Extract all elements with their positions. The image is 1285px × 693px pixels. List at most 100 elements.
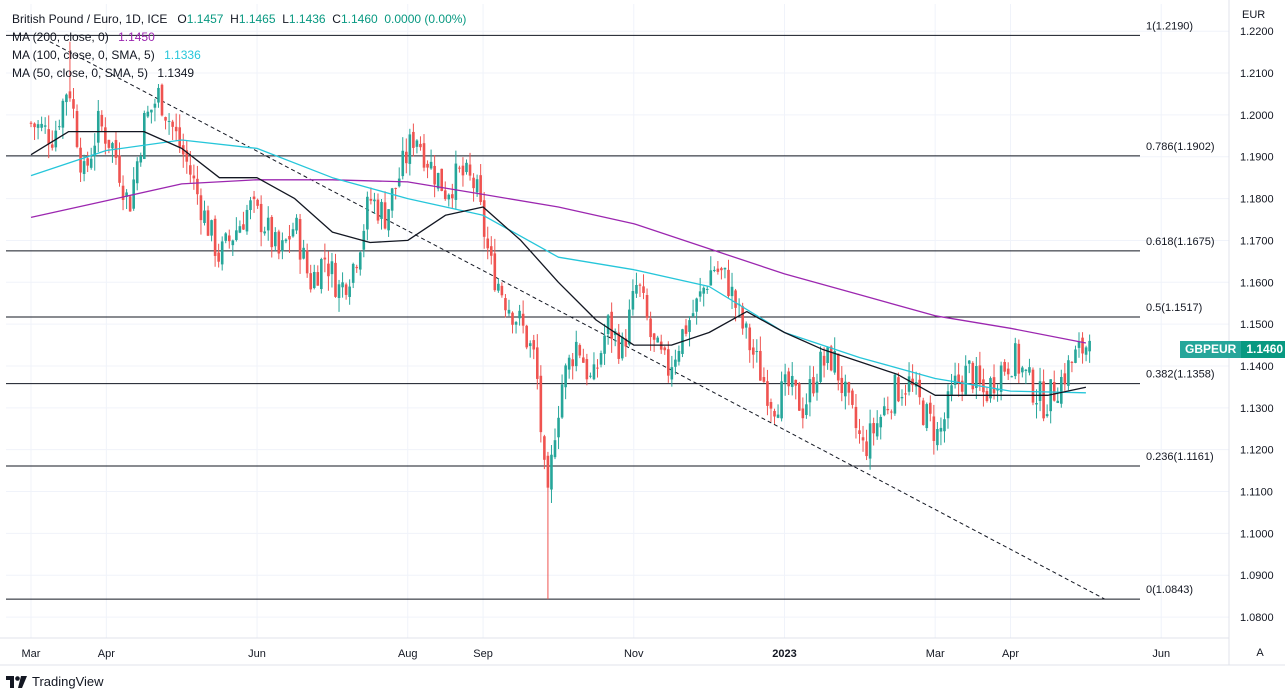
chart-axes: 1.0800 1.0900 1.1000 1.1100 1.1200 1.1300 1.14… [0,0,1285,666]
high-value: H1.1465 [230,12,276,26]
fib-level-label: 0.618(1.1675) [1146,236,1215,248]
candle-body [776,414,780,418]
axis-unit-label[interactable]: EUR [1242,9,1266,21]
candle-body [404,151,408,164]
candle-body [273,232,277,247]
candle-body [759,350,762,381]
candle-body [242,224,245,230]
candle-body [932,416,936,441]
candle-body [320,259,323,290]
ma100-value: 1.1336 [164,48,201,62]
candle-body [1035,403,1038,405]
candle-body [1067,360,1070,386]
candle-body [702,287,706,294]
x-tick-label: Mar [926,648,945,660]
candle-body [971,362,975,390]
candle-body [868,423,872,459]
candle-body [967,360,971,364]
candle-body [603,335,606,354]
candle-body [833,351,837,373]
candle-body [716,268,720,272]
candle-body [305,250,309,274]
candle-body [1081,337,1084,354]
candle-body [171,121,174,127]
tradingview-logo-icon [6,675,27,688]
candle-body [288,236,291,240]
candle-body [794,379,798,386]
fib-level-label: 0.382(1.1358) [1146,369,1215,381]
candle-body [1045,414,1049,417]
trend-line [49,41,1105,600]
candle-body [29,122,33,124]
candle-body [475,179,479,193]
candle-body [61,100,65,128]
branding[interactable]: TradingView [6,674,104,689]
candle-body [1038,381,1042,401]
candle-body [560,384,564,418]
fib-level-label: 0(1.0843) [1146,584,1193,596]
candle-body [479,175,482,202]
candle-body [1010,376,1014,378]
candle-body [886,408,890,411]
candle-body [599,353,603,365]
candle-body [553,440,557,458]
ma200-row[interactable]: MA (200, close, 0) 1.1450 [12,28,466,46]
candle-body [773,410,776,417]
candle-body [348,286,351,297]
auto-scale-button[interactable]: A [1256,647,1264,659]
candle-body [911,378,914,386]
candle-body [1013,343,1017,377]
candle-body [235,230,238,241]
candle-body [543,436,546,460]
candle-body [458,167,461,169]
candle-body [939,427,943,432]
y-tick-label: 1.1300 [1240,403,1274,415]
x-tick-label: Jun [248,648,266,660]
candle-body [118,155,121,183]
candle-body [574,341,578,367]
candlestick-series [29,41,1091,600]
x-tick-label: Apr [98,648,115,660]
candle-body [1024,369,1028,372]
candle-body [741,306,744,329]
candle-body [50,144,54,148]
candle-body [366,196,369,230]
candle-body [610,311,613,339]
candle-body [723,267,727,270]
candle-body [840,377,844,394]
candle-body [819,351,822,382]
candle-body [635,284,638,294]
candle-body [82,161,86,174]
candle-body [829,346,833,371]
candle-body [153,103,157,108]
candle-body [953,375,957,385]
candle-body [507,309,511,314]
y-tick-label: 1.1600 [1240,277,1274,289]
symbol-row: British Pound / Euro, 1D, ICE O1.1457 H1… [12,10,466,28]
candle-body [1088,340,1091,352]
candle-body [121,185,125,200]
candle-body [454,163,458,200]
ma50-line [30,130,1087,396]
candle-body [33,123,36,128]
candle-body [890,411,893,413]
candle-body [295,217,298,231]
ma100-line [30,139,1086,394]
y-tick-label: 1.1500 [1240,319,1274,331]
candle-body [497,283,500,291]
ma50-row[interactable]: MA (50, close, 0, SMA, 5) 1.1349 [12,64,466,82]
candle-body [567,357,571,370]
ma100-row[interactable]: MA (100, close, 0, SMA, 5) 1.1336 [12,46,466,64]
candle-body [408,134,412,164]
y-tick-label: 1.2200 [1240,26,1274,38]
candle-body [620,336,624,359]
candle-body [897,377,900,402]
candle-body [277,231,281,254]
candle-body [36,124,40,128]
candle-body [504,298,507,311]
candle-body [139,155,143,163]
candle-body [546,455,550,488]
candle-body [875,423,879,437]
candle-body [422,143,426,168]
